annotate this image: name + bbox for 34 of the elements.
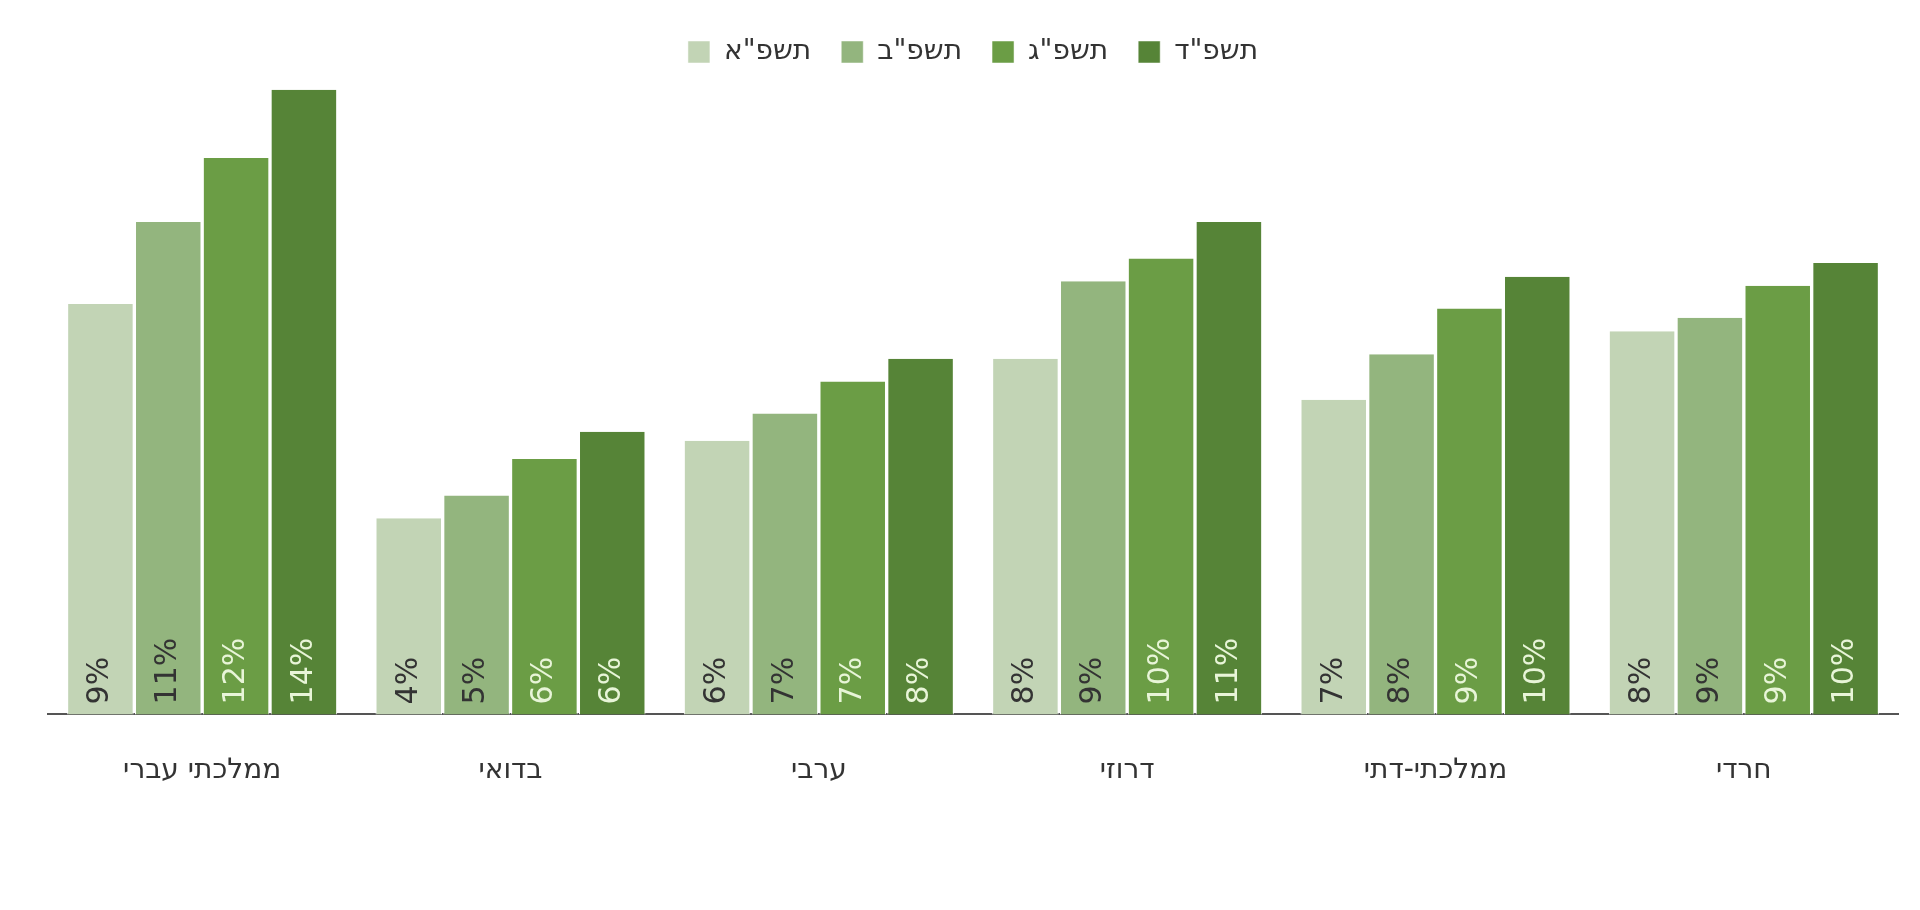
data-label: 8% — [1381, 656, 1417, 705]
x-tick-label: חרדי — [1716, 752, 1772, 786]
legend-label: תשפ"ב — [877, 33, 963, 67]
data-label: 8% — [1005, 656, 1041, 705]
data-label: 8% — [1621, 656, 1657, 705]
data-label: 9% — [1073, 656, 1109, 705]
x-tick-label: בדואי — [478, 752, 543, 786]
data-label: 6% — [524, 656, 560, 705]
data-label: 7% — [832, 656, 868, 705]
data-label: 8% — [900, 656, 936, 705]
data-label: 6% — [592, 656, 628, 705]
data-label: 6% — [696, 656, 732, 705]
legend-label: תשפ"ג — [1028, 33, 1109, 67]
data-label: 9% — [1689, 656, 1725, 705]
data-label: 11% — [1208, 637, 1244, 705]
data-label: 9% — [1449, 656, 1485, 705]
data-label: 10% — [1140, 637, 1176, 705]
data-label: 5% — [456, 656, 492, 705]
legend-label: תשפ"ד — [1174, 33, 1259, 67]
data-label: 11% — [148, 637, 184, 705]
legend-label: תשפ"א — [723, 33, 812, 67]
x-tick-label: ממלכתי-דתי — [1363, 752, 1508, 786]
x-tick-label: דרוזי — [1099, 752, 1155, 786]
data-label: 7% — [764, 656, 800, 705]
data-label: 10% — [1517, 637, 1553, 705]
data-label: 10% — [1825, 637, 1861, 705]
data-label: 12% — [215, 637, 251, 705]
x-tick-label: ממלכתי עברי — [123, 752, 282, 786]
data-label: 9% — [1757, 656, 1793, 705]
data-label: 14% — [283, 637, 319, 705]
data-label: 4% — [388, 656, 424, 705]
x-tick-label: ערבי — [790, 752, 847, 786]
data-label: 7% — [1313, 656, 1349, 705]
data-label: 9% — [80, 656, 116, 705]
